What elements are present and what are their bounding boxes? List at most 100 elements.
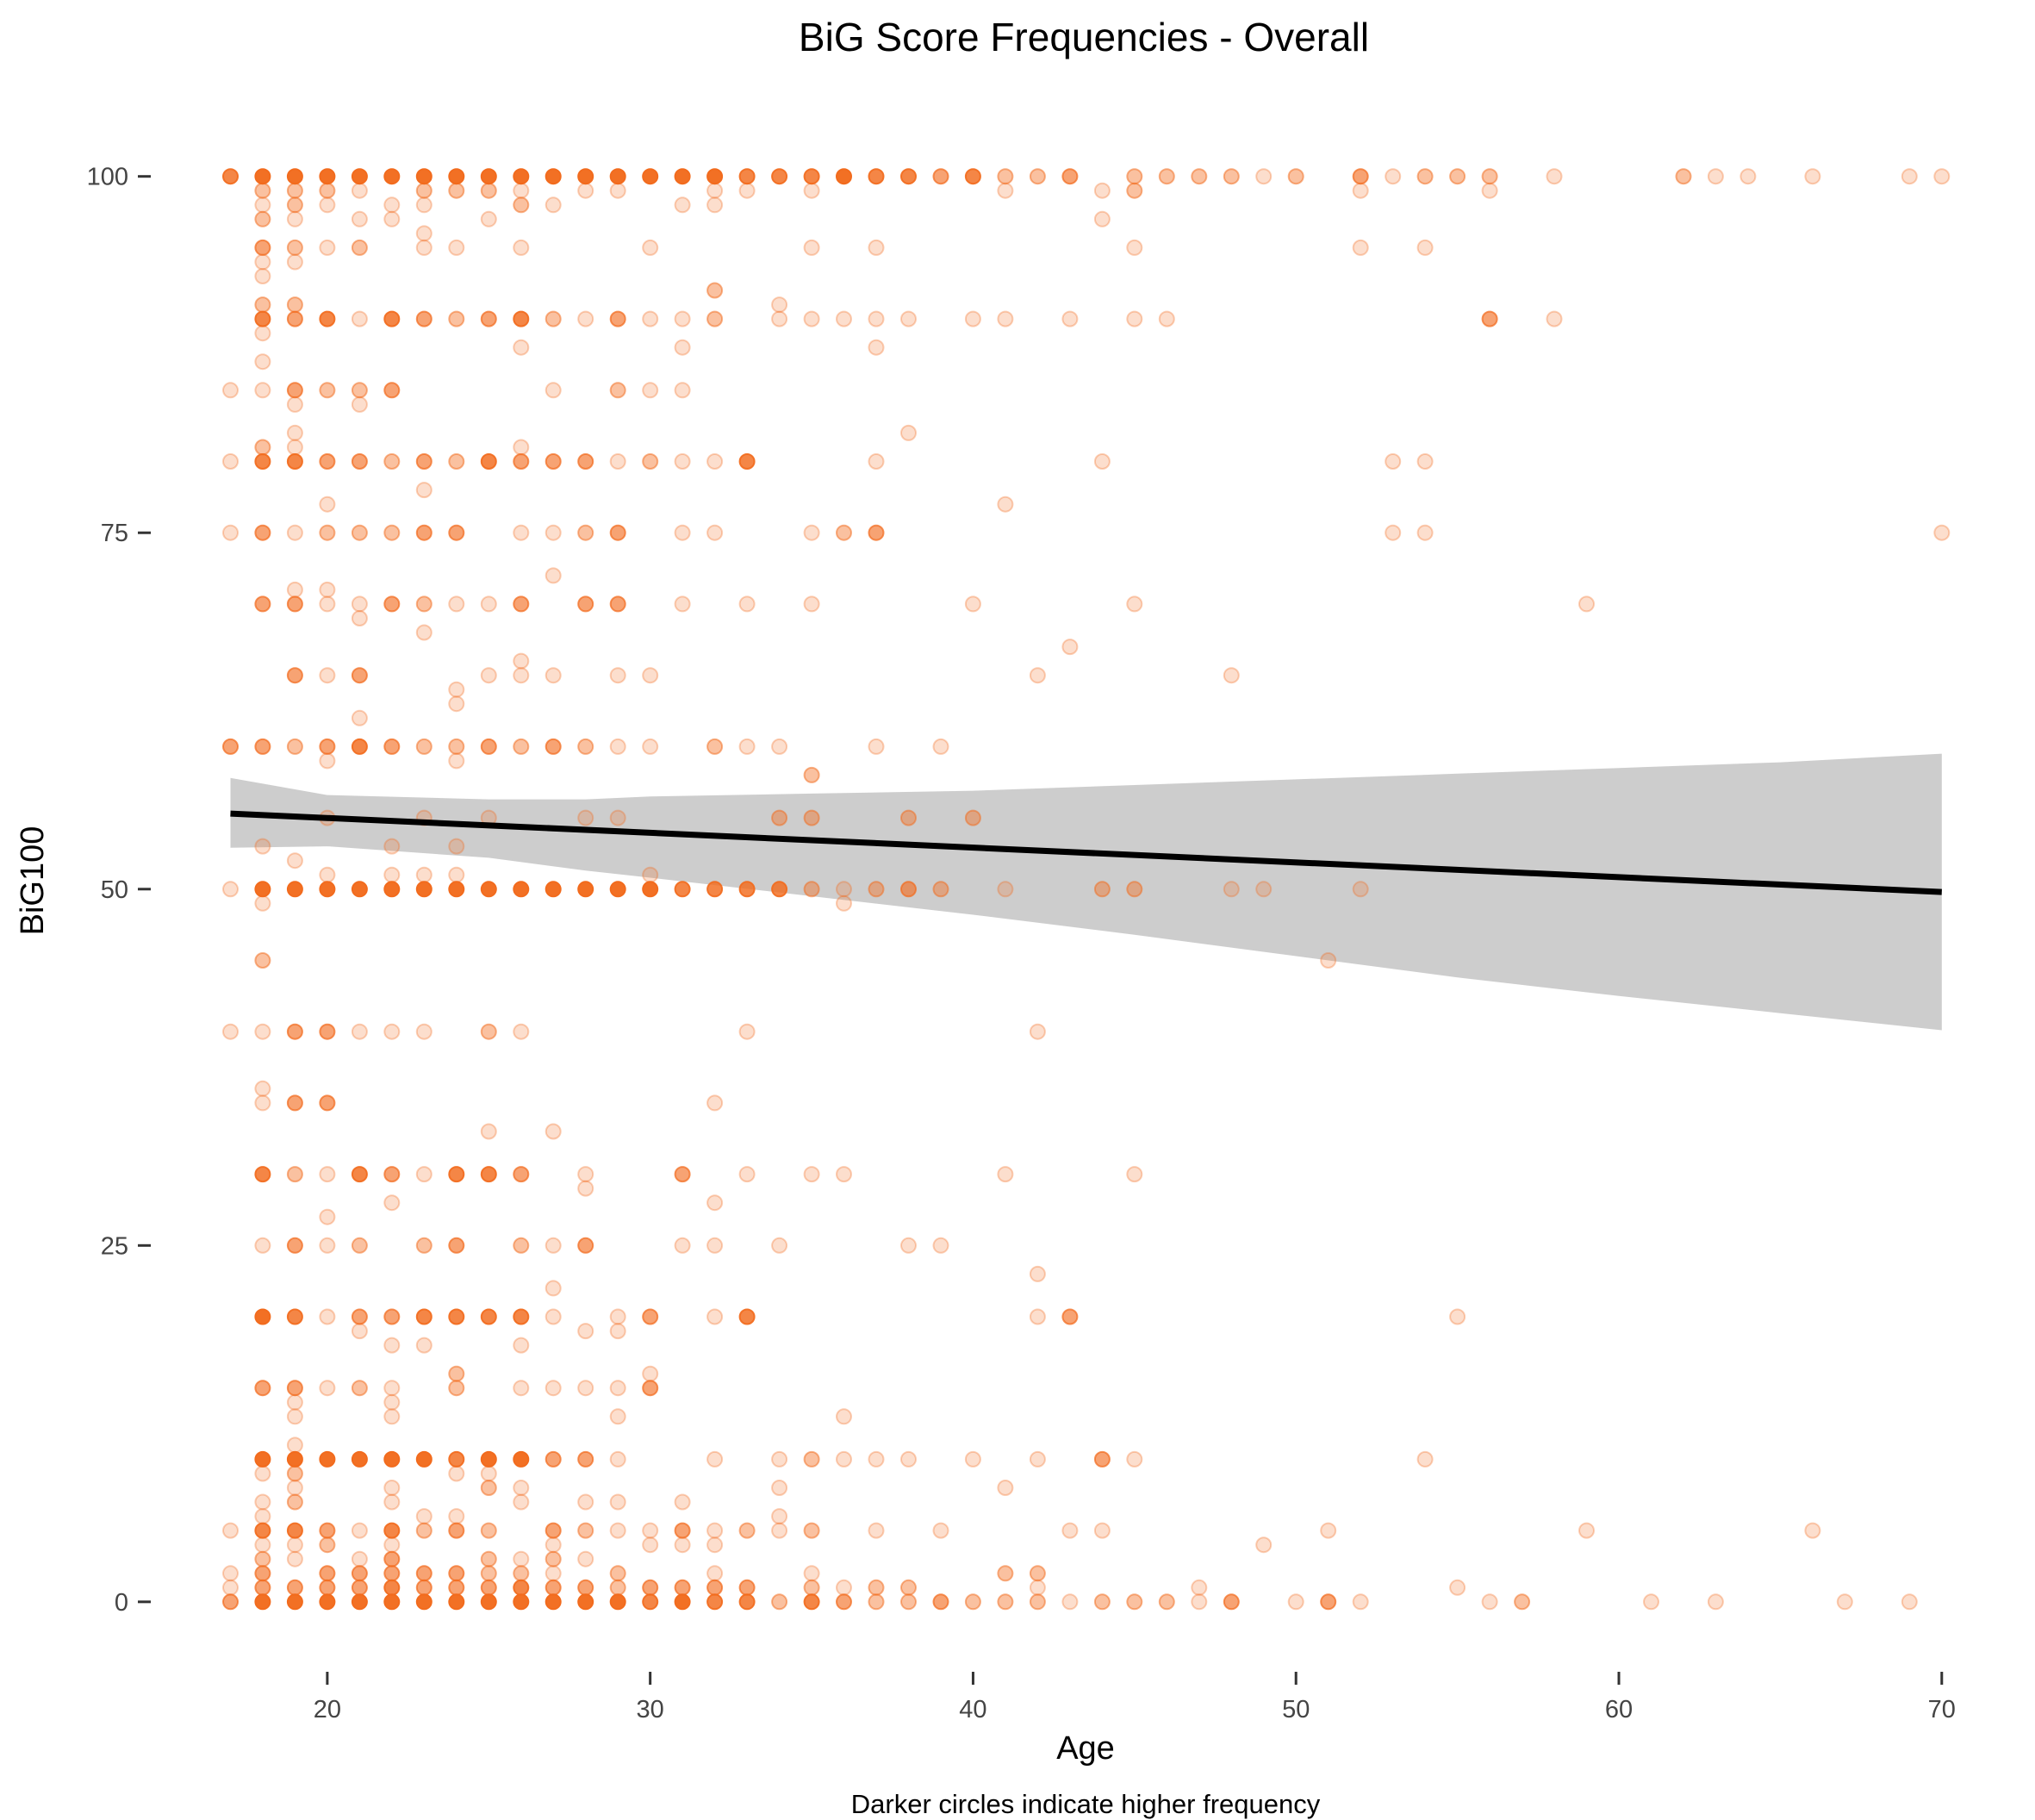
data-point xyxy=(642,1536,659,1554)
x-axis-title: Age xyxy=(1056,1730,1115,1767)
data-point xyxy=(254,1493,271,1511)
data-point xyxy=(1029,667,1046,684)
data-point xyxy=(351,382,368,399)
data-point xyxy=(1093,182,1111,199)
data-point xyxy=(1707,1593,1724,1611)
data-point xyxy=(1093,1522,1111,1539)
data-point xyxy=(254,595,271,613)
data-point xyxy=(1223,881,1240,898)
data-point xyxy=(836,894,852,912)
data-point xyxy=(448,1465,465,1482)
points-layer xyxy=(222,168,1951,1611)
data-point xyxy=(900,1237,917,1254)
data-point xyxy=(351,1023,368,1040)
data-point xyxy=(448,453,465,470)
data-point xyxy=(513,310,530,327)
data-point xyxy=(351,168,368,185)
data-point xyxy=(803,881,820,898)
data-point xyxy=(480,1450,497,1468)
data-point xyxy=(254,296,271,314)
data-point xyxy=(480,738,497,755)
data-point xyxy=(577,1237,594,1254)
data-point xyxy=(254,268,271,284)
data-point xyxy=(997,881,1014,898)
data-point xyxy=(997,1565,1014,1582)
data-point xyxy=(997,168,1014,185)
data-point xyxy=(254,196,271,214)
data-point xyxy=(642,866,659,883)
data-point xyxy=(319,581,336,598)
data-point xyxy=(706,1094,724,1112)
data-point xyxy=(577,1380,594,1397)
data-point xyxy=(1126,182,1143,199)
data-point xyxy=(254,1166,271,1183)
data-point xyxy=(1223,667,1240,684)
data-point xyxy=(1126,239,1143,256)
data-point xyxy=(738,1579,756,1596)
data-point xyxy=(771,1450,788,1468)
data-point xyxy=(577,310,594,327)
data-point xyxy=(1901,168,1918,185)
y-axis: 0 25 50 75 100 xyxy=(87,164,151,1617)
data-point xyxy=(1093,1450,1111,1468)
data-point xyxy=(1416,1450,1434,1468)
data-point xyxy=(771,881,788,898)
data-point xyxy=(609,453,626,470)
data-point xyxy=(771,1237,788,1254)
data-point xyxy=(771,1480,788,1496)
data-point xyxy=(351,595,368,613)
data-point xyxy=(351,210,368,228)
x-tick-label: 30 xyxy=(637,1696,664,1723)
data-point xyxy=(545,1450,562,1468)
data-point xyxy=(254,382,271,399)
data-point xyxy=(738,1522,756,1539)
chart-title: BiG Score Frequencies - Overall xyxy=(799,15,1369,59)
data-point xyxy=(286,667,303,684)
data-point xyxy=(415,239,433,256)
data-point xyxy=(803,1166,820,1183)
data-point xyxy=(577,1180,594,1197)
data-point xyxy=(254,1522,271,1539)
data-point xyxy=(513,239,530,256)
data-point xyxy=(351,1522,368,1539)
data-point xyxy=(222,1579,239,1596)
data-point xyxy=(480,210,497,228)
data-point xyxy=(513,453,530,470)
data-point xyxy=(674,1166,691,1183)
data-point xyxy=(286,210,303,228)
data-point xyxy=(545,1565,562,1582)
data-point xyxy=(480,1579,497,1596)
data-point xyxy=(254,168,271,185)
data-point xyxy=(674,1237,691,1254)
data-point xyxy=(448,695,465,713)
data-point xyxy=(254,838,271,855)
data-point xyxy=(319,239,336,256)
data-point xyxy=(706,1522,724,1539)
data-point xyxy=(642,1522,659,1539)
data-point xyxy=(609,881,626,898)
data-point xyxy=(383,1380,401,1397)
data-point xyxy=(351,524,368,541)
data-point xyxy=(480,310,497,327)
y-tick-label: 0 xyxy=(115,1589,128,1617)
data-point xyxy=(803,595,820,613)
data-point xyxy=(480,1522,497,1539)
data-point xyxy=(1416,453,1434,470)
data-point xyxy=(836,524,852,541)
data-point xyxy=(415,482,433,499)
data-point xyxy=(351,1450,368,1468)
data-point xyxy=(577,1323,594,1340)
data-point xyxy=(383,1023,401,1040)
data-point xyxy=(1191,168,1208,185)
data-point xyxy=(706,1450,724,1468)
data-point xyxy=(415,595,433,613)
data-point xyxy=(286,296,303,314)
data-point xyxy=(383,168,401,185)
data-point xyxy=(545,881,562,898)
confidence-band-layer xyxy=(230,753,1942,1031)
data-point xyxy=(1449,1308,1466,1325)
data-point xyxy=(319,1166,336,1183)
data-point xyxy=(577,182,594,199)
data-point xyxy=(706,1565,724,1582)
data-point xyxy=(1126,1166,1143,1183)
